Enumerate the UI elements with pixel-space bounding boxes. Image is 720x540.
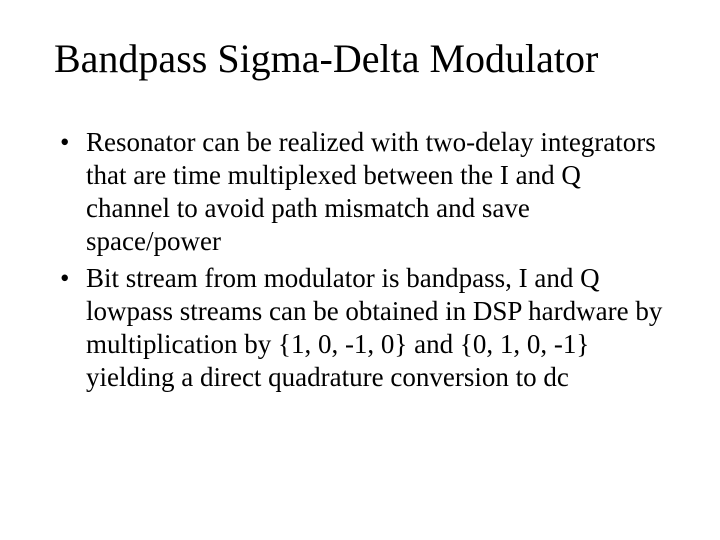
slide-title: Bandpass Sigma-Delta Modulator [54,36,666,82]
list-item: Bit stream from modulator is bandpass, I… [58,262,666,394]
list-item: Resonator can be realized with two-delay… [58,126,666,258]
bullet-list: Resonator can be realized with two-delay… [54,126,666,394]
slide: Bandpass Sigma-Delta Modulator Resonator… [0,0,720,540]
